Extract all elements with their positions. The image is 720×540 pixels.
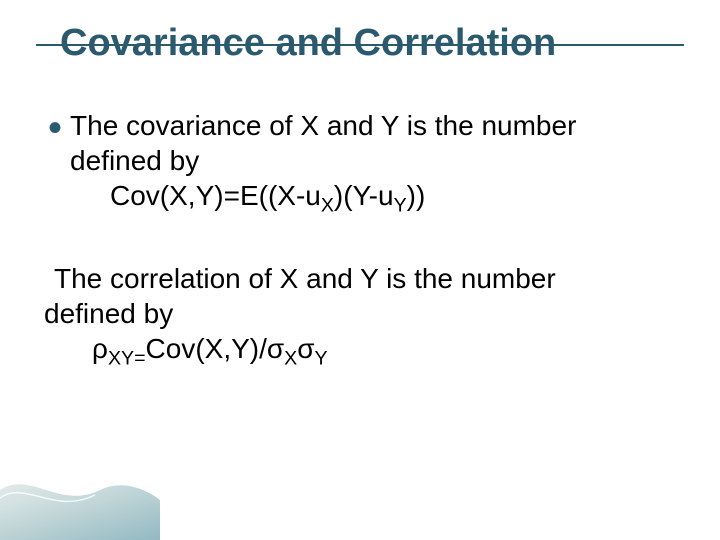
formula2-sub-y: Y <box>315 348 328 370</box>
formula2-mid1: Cov(X,Y)/σ <box>146 333 285 364</box>
paragraph-1: The covariance of X and Y is the number … <box>70 108 576 213</box>
formula1-post: )) <box>407 180 426 211</box>
slide-title: Covariance and Correlation <box>60 22 684 65</box>
slide-content: • The covariance of X and Y is the numbe… <box>48 108 684 366</box>
para1-line2: defined by <box>70 143 576 178</box>
covariance-formula: Cov(X,Y)=E((X-uX)(Y-uY)) <box>70 178 576 213</box>
formula2-sub-x: X <box>284 348 297 370</box>
bullet-dot-icon: • <box>48 108 62 148</box>
bullet-item-1: • The covariance of X and Y is the numbe… <box>48 108 684 213</box>
para2-line1: The correlation of X and Y is the number <box>54 261 684 296</box>
formula2-sub-xy: XY= <box>108 348 146 370</box>
corner-wave-decor <box>0 460 160 540</box>
para1-line1: The covariance of X and Y is the number <box>70 108 576 143</box>
para2-line2: defined by <box>44 296 684 331</box>
paragraph-2: The correlation of X and Y is the number… <box>54 261 684 366</box>
formula1-sub-y: Y <box>394 195 407 217</box>
formula2-mid2: σ <box>297 333 314 364</box>
paragraph-gap <box>48 213 684 261</box>
formula1-pre: Cov(X,Y)=E((X-u <box>110 180 321 211</box>
formula2-pre: ρ <box>92 333 108 364</box>
slide: Covariance and Correlation • The covaria… <box>0 0 720 540</box>
formula1-sub-x: X <box>321 195 334 217</box>
formula1-mid: )(Y-u <box>334 180 394 211</box>
correlation-formula: ρXY=Cov(X,Y)/σXσY <box>54 331 684 366</box>
